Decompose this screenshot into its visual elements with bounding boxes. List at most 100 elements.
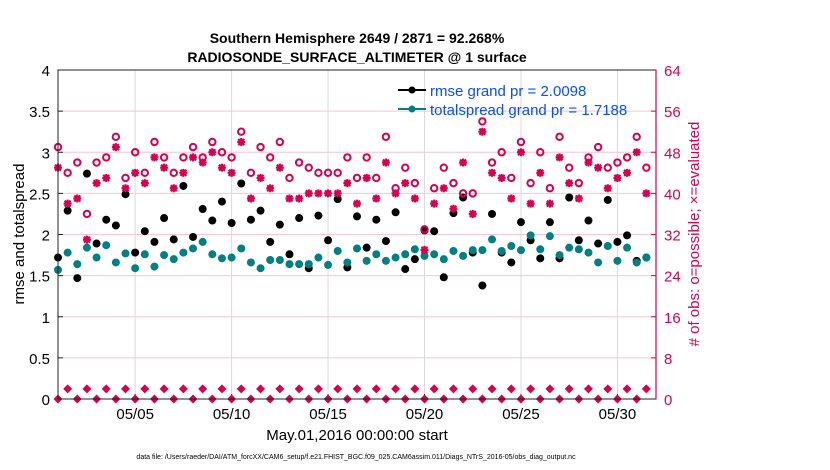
rmse-point — [536, 254, 545, 263]
obs-evaluated-point — [208, 148, 217, 157]
obs-possible-point — [188, 142, 198, 152]
obs-possible-point — [449, 178, 458, 188]
obs-count-point — [275, 384, 285, 394]
totalspread-point — [92, 253, 101, 262]
obs-possible-point — [487, 158, 497, 167]
totalspread-point — [237, 244, 246, 253]
obs-evaluated-point — [227, 168, 236, 177]
totalspread-point — [410, 245, 419, 254]
obs-possible-point — [439, 163, 449, 172]
obs-evaluated-point — [169, 184, 178, 193]
totalspread-point — [227, 253, 236, 262]
totalspread-point — [574, 245, 583, 254]
x-tick-label: 05/15 — [309, 406, 347, 423]
obs-count-point — [410, 384, 420, 394]
y-tick-label: 0.5 — [29, 351, 50, 368]
totalspread-point — [150, 262, 159, 271]
obs-possible-point — [208, 137, 217, 147]
obs-possible-point — [564, 163, 574, 172]
rmse-point — [516, 218, 525, 227]
totalspread-point — [478, 246, 487, 255]
obs-count-point — [294, 384, 304, 394]
rmse-point — [362, 243, 371, 252]
obs-evaluated-point — [275, 163, 284, 172]
obs-possible-point — [217, 148, 227, 157]
chart-title-line-2: RADIOSONDE_SURFACE_ALTIMETER @ 1 surface — [187, 49, 527, 65]
totalspread-point — [623, 243, 632, 252]
obs-evaluated-point — [536, 168, 545, 177]
totalspread-point — [353, 244, 361, 253]
obs-possible-point — [622, 153, 632, 162]
obs-count-point — [448, 384, 458, 394]
y-tick-label-right: 24 — [664, 269, 681, 286]
obs-evaluated-point — [82, 235, 91, 244]
rmse-point — [507, 258, 516, 267]
obs-evaluated-point — [295, 194, 304, 203]
totalspread-point — [555, 251, 564, 260]
totalspread-point — [295, 260, 304, 269]
totalspread-point — [256, 264, 265, 273]
totalspread-point — [246, 258, 255, 267]
totalspread-point — [632, 258, 641, 267]
obs-evaluated-point — [324, 189, 333, 198]
obs-possible-point — [179, 153, 188, 162]
totalspread-point — [391, 253, 400, 262]
obs-count-point — [468, 384, 478, 394]
obs-evaluated-point — [507, 194, 516, 203]
obs-count-point — [622, 384, 632, 394]
rmse-point — [160, 214, 169, 223]
obs-evaluated-point — [613, 173, 622, 182]
footnote: data file: /Users/raeder/DAI/ATM_forcXX/… — [136, 454, 576, 461]
totalspread-point — [343, 258, 352, 267]
obs-possible-point — [343, 153, 352, 162]
obs-evaluated-point — [121, 184, 130, 193]
totalspread-point — [102, 241, 111, 250]
obs-evaluated-point — [353, 199, 361, 208]
obs-possible-point — [256, 142, 265, 152]
rmse-point — [189, 232, 198, 241]
obs-evaluated-point — [362, 173, 371, 182]
obs-possible-point — [111, 132, 121, 142]
obs-evaluated-point — [459, 158, 468, 167]
totalspread-point — [526, 231, 535, 240]
obs-count-point — [526, 384, 536, 394]
obs-possible-point — [82, 209, 92, 219]
rmse-point — [613, 237, 622, 246]
obs-possible-point — [429, 184, 439, 193]
totalspread-point — [314, 253, 323, 262]
obs-evaluated-point — [642, 189, 651, 198]
x-axis-label: May.01,2016 00:00:00 start — [266, 427, 448, 444]
obs-evaluated-point — [217, 163, 226, 172]
chart-title-line-1: Southern Hemisphere 2649 / 2871 = 92.268… — [210, 30, 505, 46]
y-tick-label: 2 — [42, 228, 50, 245]
x-tick-label: 05/30 — [599, 406, 637, 423]
obs-possible-point — [63, 168, 72, 178]
legend: rmse grand pr = 2.0098 totalspread grand… — [398, 83, 627, 119]
rmse-point — [150, 237, 159, 246]
rmse-point — [623, 231, 632, 240]
obs-count-point — [82, 384, 92, 394]
obs-evaluated-point — [111, 143, 120, 152]
obs-possible-point — [333, 168, 342, 178]
obs-evaluated-point — [603, 184, 612, 193]
totalspread-point — [324, 260, 333, 269]
totalspread-point — [217, 254, 226, 263]
obs-evaluated-point — [468, 209, 477, 218]
rmse-point — [237, 179, 246, 188]
obs-evaluated-point — [449, 204, 458, 213]
rmse-point — [478, 281, 487, 290]
obs-possible-point — [102, 153, 111, 162]
totalspread-point — [488, 235, 497, 244]
obs-evaluated-point — [266, 184, 275, 193]
obs-evaluated-point — [372, 194, 381, 203]
rmse-point — [439, 273, 448, 282]
rmse-point — [198, 205, 207, 214]
obs-count-point — [506, 384, 516, 394]
totalspread-point — [420, 251, 429, 260]
obs-possible-point — [545, 184, 555, 193]
y-tick-label-right: 48 — [664, 145, 681, 162]
obs-possible-point — [497, 148, 506, 157]
obs-possible-point — [159, 153, 169, 162]
rmse-point — [584, 216, 593, 225]
